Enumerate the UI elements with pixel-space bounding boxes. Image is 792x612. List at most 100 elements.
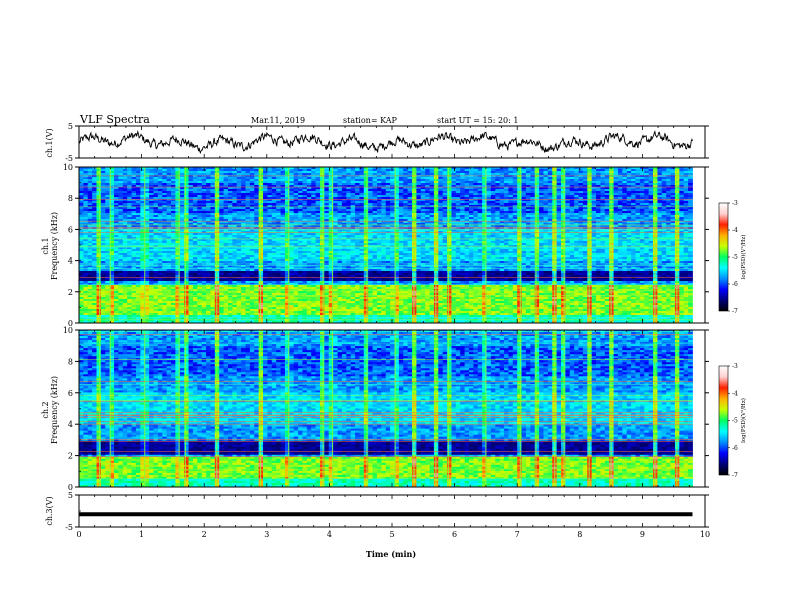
ch1-spec-cell: [184, 209, 189, 212]
ch1-spec-cell: [122, 237, 128, 240]
ch1-spec-cell: [236, 251, 242, 254]
ch1-spec-cell: [263, 213, 268, 216]
ch1-spec-cell: [219, 243, 224, 246]
ch1-spec-cell: [118, 313, 124, 316]
ch1-spec-cell: [92, 277, 97, 280]
ch1-spec-cell: [118, 285, 124, 288]
ch1-spec-cell: [184, 251, 189, 254]
ch1-spec-cell: [302, 295, 308, 298]
ch1-spec-cell: [153, 287, 159, 290]
ch1-spec-cell: [197, 307, 203, 310]
ch1-spec-cell: [131, 257, 137, 260]
ch1-spec-cell: [276, 243, 281, 246]
ch1-spec-cell: [241, 209, 246, 212]
ch1-spec-cell: [135, 191, 141, 194]
ch1-spec-cell: [149, 169, 154, 172]
ch1-spec-cell: [179, 303, 185, 306]
ch1-spec-cell: [311, 311, 317, 314]
ch1-spec-cell: [171, 213, 176, 216]
ch1-spec-cell: [320, 283, 325, 286]
ch1-spec-cell: [192, 193, 198, 196]
ch1-spec-cell: [210, 187, 216, 190]
ch1-spec-cell: [192, 235, 198, 238]
ch1-spec-cell: [118, 297, 124, 300]
ch1-spec-cell: [87, 199, 93, 202]
ch1-spec-cell: [289, 167, 295, 170]
ch1-spec-cell: [127, 179, 132, 182]
ch1-spec-cell: [236, 277, 242, 280]
ch1-spec-cell: [127, 173, 132, 176]
ch1-spec-cell: [192, 293, 198, 296]
ch1-spec-cell: [263, 227, 268, 230]
ch1-spec-cell: [219, 273, 224, 276]
ch1-spec-cell: [289, 213, 295, 216]
ch1-spec-cell: [114, 193, 119, 196]
ch1-spec-cell: [219, 297, 224, 300]
ch1-spec-cell: [79, 301, 84, 304]
ch1-spec-cell: [227, 317, 233, 320]
ch1-spec-cell: [280, 275, 286, 278]
ch1-spec-cell: [118, 209, 124, 212]
ch1-spec-cell: [293, 225, 299, 228]
ch1-spec-cell: [241, 277, 246, 280]
ch1-spec-cell: [127, 211, 132, 214]
ch1-spec-cell: [162, 291, 168, 294]
ch1-spec-cell: [293, 171, 299, 174]
ch1-spec-cell: [92, 239, 97, 242]
ch1-spec-cell: [105, 243, 111, 246]
ch1-spec-cell: [306, 273, 312, 276]
ch1-spec-cell: [184, 219, 189, 222]
ch1-spec-cell: [175, 269, 181, 272]
ch1-spec-cell: [122, 247, 128, 250]
ch1-spec-cell: [284, 313, 290, 316]
ch1-spec-cell: [83, 217, 89, 220]
ch1-spec-cell: [87, 257, 93, 260]
ch1-spec-cell: [140, 185, 146, 188]
ch1-spec-cell: [162, 257, 168, 260]
ch1-spec-cell: [315, 303, 321, 306]
ch1-spec-cell: [144, 213, 150, 216]
ch1-spec-cell: [127, 291, 132, 294]
ch1-spec-cell: [280, 203, 286, 206]
ch1-spec-cell: [219, 233, 224, 236]
ch1-spec-cell: [188, 185, 194, 188]
ch1-spec-cell: [109, 201, 115, 204]
ch1-spec-cell: [192, 191, 198, 194]
ch1-spec-cell: [271, 301, 277, 304]
ch1-spec-cell: [254, 289, 260, 292]
ch1-spec-cell: [227, 201, 233, 204]
ch1-spec-cell: [192, 197, 198, 200]
ch1-spec-cell: [311, 303, 317, 306]
ch1-spec-cell: [206, 241, 211, 244]
ch1-spec-cell: [267, 259, 273, 262]
ch1-spec-cell: [232, 241, 238, 244]
ch1-spec-cell: [188, 295, 194, 298]
ch1-spec-cell: [157, 191, 163, 194]
ch1-spec-cell: [83, 319, 89, 322]
ch1-spec-cell: [188, 321, 194, 324]
ch1-spec-cell: [153, 227, 159, 230]
ch1-spec-cell: [241, 237, 246, 240]
ch1-spec-cell: [135, 273, 141, 276]
ch1-spec-cell: [284, 193, 290, 196]
ch1-spec-cell: [289, 275, 295, 278]
ch1-spec-cell: [100, 209, 106, 212]
ch1-spec-cell: [79, 183, 84, 186]
ch1-spec-cell: [227, 171, 233, 174]
ch1-spec-cell: [311, 221, 317, 224]
ch1-spec-cell: [236, 211, 242, 214]
ch1-spec-cell: [201, 191, 207, 194]
ch1-spec-cell: [236, 303, 242, 306]
ch1-spec-cell: [92, 251, 97, 254]
ch1-spec-cell: [144, 247, 150, 250]
ch1-spec-cell: [293, 241, 299, 244]
ch1-spec-cell: [79, 207, 84, 210]
ch1-spec-cell: [219, 175, 224, 178]
ch1-spec-cell: [100, 283, 106, 286]
ch1-spec-cell: [157, 321, 163, 324]
ch1-spec-cell: [188, 253, 194, 256]
ch1-spec-cell: [249, 199, 255, 202]
ch1-spec-cell: [227, 219, 233, 222]
ch1-spec-cell: [149, 279, 154, 282]
ch1-spec-cell: [311, 213, 317, 216]
